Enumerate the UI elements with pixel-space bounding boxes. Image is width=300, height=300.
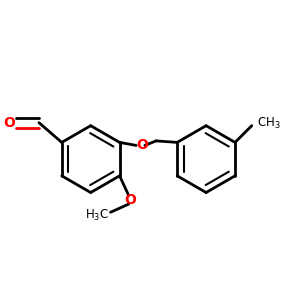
Text: O: O: [124, 193, 136, 207]
Text: H$_3$C: H$_3$C: [85, 208, 109, 223]
Text: O: O: [136, 138, 148, 152]
Text: CH$_3$: CH$_3$: [256, 116, 280, 131]
Text: O: O: [4, 116, 15, 130]
